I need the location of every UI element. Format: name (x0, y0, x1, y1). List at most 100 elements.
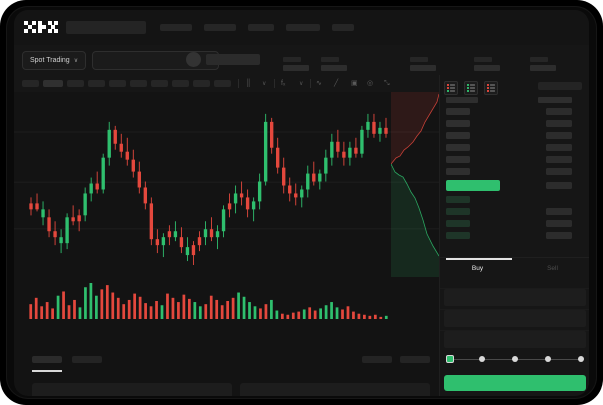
chevron-down-icon: ∨ (73, 57, 79, 64)
camera-icon[interactable]: ▣ (351, 80, 358, 87)
total-field[interactable] (444, 331, 586, 348)
toolbar-divider-1 (238, 79, 239, 88)
bid-row-price[interactable] (446, 232, 470, 239)
bid-row-amount (546, 232, 572, 239)
bid-row-amount (546, 220, 572, 227)
timeframe-chip-3[interactable] (67, 80, 84, 87)
ask-row-price[interactable] (446, 108, 470, 115)
bottom-tabs (14, 351, 439, 375)
orderbook-column: Buy Sell (439, 75, 589, 396)
orders-panel[interactable] (240, 383, 430, 396)
ask-row-price[interactable] (446, 132, 470, 139)
bottom-panels (14, 375, 439, 396)
orderbook-layout-icons (444, 81, 498, 95)
trendline-icon[interactable]: ∿ (316, 80, 322, 87)
ask-row-amount (546, 144, 572, 151)
toolbar-divider-3 (310, 79, 311, 88)
bottom-action-1[interactable] (362, 356, 392, 363)
timeframe-chip-5[interactable] (109, 80, 126, 87)
orderbook-header-amount (538, 97, 572, 103)
okx-logo-icon[interactable] (24, 21, 58, 34)
indicators-icon[interactable]: fₓ (281, 80, 286, 87)
price-field[interactable] (444, 289, 586, 306)
orderbook-column-headers (440, 95, 589, 105)
toolbar-divider-2 (274, 79, 275, 88)
last-price-highlight (446, 180, 500, 191)
nav-item-2[interactable] (204, 24, 236, 31)
draw-tool-icon[interactable]: ╱ (334, 80, 339, 87)
timeframe-chip-9[interactable] (193, 80, 210, 87)
nav-item-3[interactable] (248, 24, 274, 31)
pair-name-label (206, 54, 260, 65)
timeframe-chip-1[interactable] (22, 80, 39, 87)
slider-stop-100[interactable] (578, 356, 584, 362)
slider-stop-50[interactable] (512, 356, 518, 362)
percent-slider[interactable] (446, 355, 584, 363)
ask-row-amount (546, 168, 572, 175)
bid-row-price[interactable] (446, 196, 470, 203)
orderbook-header-price (446, 97, 478, 103)
ask-row-price[interactable] (446, 168, 470, 175)
timeframe-chip-7[interactable] (151, 80, 168, 87)
search-input[interactable] (66, 21, 146, 34)
slider-stop-0[interactable] (446, 355, 454, 363)
timeframe-chip-6[interactable] (130, 80, 147, 87)
chart-toolbar: ║ ∨ fₓ ∨ ∿ ╱ ▣ ◎ ⤡ (14, 75, 439, 93)
chevron-down-icon[interactable]: ∨ (262, 81, 267, 87)
orderbook-grouping-selector[interactable] (538, 82, 582, 90)
timeframe-chip-2[interactable] (43, 80, 63, 87)
trading-mode-label: Spot Trading (30, 57, 70, 64)
nav-item-4[interactable] (286, 24, 320, 31)
chevron-down-icon-2[interactable]: ∨ (299, 81, 304, 87)
candlestick-type-icon[interactable]: ║ (246, 80, 251, 87)
stat-2 (321, 57, 347, 71)
depth-chart-overlay (390, 92, 440, 277)
timeframe-chip-10[interactable] (214, 80, 231, 87)
volume-histogram (14, 277, 439, 337)
last-price-amount (546, 182, 572, 189)
nav-item-1[interactable] (160, 24, 192, 31)
expand-icon[interactable]: ⤡ (384, 80, 390, 87)
order-form-tabs: Buy Sell (440, 257, 589, 280)
tab-buy[interactable]: Buy (471, 265, 484, 272)
ask-row-amount (546, 156, 572, 163)
stat-4 (474, 57, 500, 71)
ask-row-amount (546, 120, 572, 127)
app-screen: Spot Trading ∨ ∨ (14, 10, 589, 396)
orderbook-both-icon[interactable] (444, 81, 458, 95)
ask-row-amount (546, 132, 572, 139)
instrument-bar: Spot Trading ∨ ∨ (14, 45, 589, 75)
chart-column: ║ ∨ fₓ ∨ ∿ ╱ ▣ ◎ ⤡ (14, 75, 440, 396)
timeframe-chip-4[interactable] (88, 80, 105, 87)
coin-avatar (186, 52, 201, 67)
top-navigation-bar (14, 10, 589, 45)
orderbook-bids-icon[interactable] (464, 81, 478, 95)
slider-stop-75[interactable] (545, 356, 551, 362)
bid-row-price[interactable] (446, 208, 470, 215)
ask-row-price[interactable] (446, 144, 470, 151)
ask-row-price[interactable] (446, 156, 470, 163)
nav-item-5[interactable] (332, 24, 354, 31)
bottom-tab-2[interactable] (72, 356, 102, 363)
bottom-action-2[interactable] (400, 356, 430, 363)
active-tab-indicator (32, 370, 62, 372)
orderbook-asks-icon[interactable] (484, 81, 498, 95)
chart-settings-icon[interactable]: ◎ (367, 80, 374, 87)
bid-row-price[interactable] (446, 220, 470, 227)
candlestick-chart[interactable] (14, 92, 439, 277)
timeframe-chip-8[interactable] (172, 80, 189, 87)
bid-row-amount (546, 208, 572, 215)
active-order-tab-indicator (446, 258, 512, 260)
ask-row-amount (546, 108, 572, 115)
trading-mode-selector[interactable]: Spot Trading ∨ (22, 51, 87, 70)
submit-buy-button[interactable] (444, 375, 586, 391)
amount-field[interactable] (444, 310, 586, 327)
bottom-tab-1[interactable] (32, 356, 62, 363)
slider-stop-25[interactable] (479, 356, 485, 362)
stat-5 (530, 57, 556, 71)
tab-sell[interactable]: Sell (547, 265, 558, 272)
stat-1 (283, 57, 309, 71)
ask-row-price[interactable] (446, 120, 470, 127)
positions-panel[interactable] (32, 383, 232, 396)
